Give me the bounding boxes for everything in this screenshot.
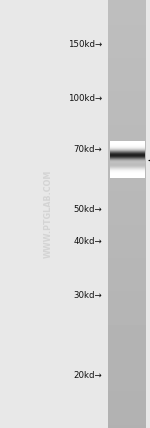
Text: 150kd→: 150kd→ <box>68 40 102 50</box>
Text: 40kd→: 40kd→ <box>73 237 102 247</box>
Text: 100kd→: 100kd→ <box>68 94 102 103</box>
Text: 30kd→: 30kd→ <box>73 291 102 300</box>
Text: 70kd→: 70kd→ <box>73 145 102 155</box>
Text: 20kd→: 20kd→ <box>73 371 102 380</box>
Text: 50kd→: 50kd→ <box>73 205 102 214</box>
Text: WWW.PTGLAB.COM: WWW.PTGLAB.COM <box>44 170 52 258</box>
